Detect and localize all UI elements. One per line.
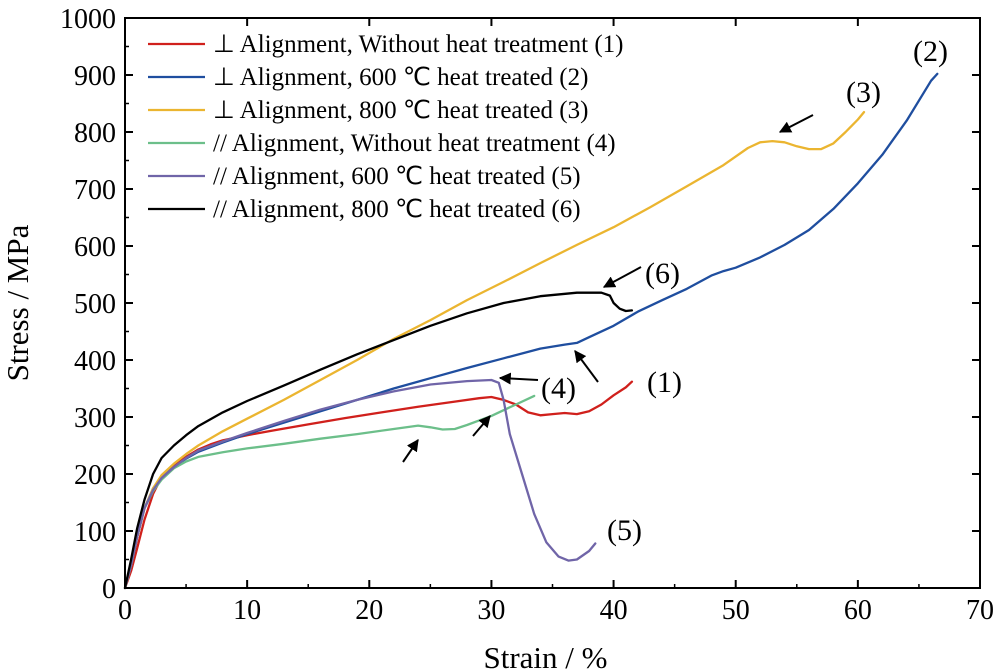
x-tick-label: 10 <box>233 595 261 626</box>
curve-label-6: (6) <box>645 257 680 290</box>
x-tick-label: 30 <box>477 595 505 626</box>
x-axis-title: Strain / % <box>484 640 608 672</box>
series-line-4 <box>123 394 536 590</box>
y-tick-label: 700 <box>74 175 116 206</box>
x-tick-label: 40 <box>600 595 628 626</box>
y-tick-label: 800 <box>74 118 116 149</box>
y-axis-title: Stress / MPa <box>0 224 35 381</box>
y-tick-label: 200 <box>74 460 116 491</box>
legend-label-6: // Alignment, 800 ℃ heat treated (6) <box>213 196 581 223</box>
y-tick-label: 400 <box>74 346 116 377</box>
x-tick-label: 60 <box>844 595 872 626</box>
y-tick-label: 900 <box>74 61 116 92</box>
annotation-arrow-2 <box>602 266 642 288</box>
annotation-arrow-5 <box>472 415 491 437</box>
annotation-arrow-1 <box>778 114 814 133</box>
y-tick-label: 300 <box>74 403 116 434</box>
y-tick-label: 1000 <box>60 4 116 35</box>
y-tick-label: 0 <box>102 574 116 605</box>
y-tick-label: 500 <box>74 289 116 320</box>
annotation-arrow-6 <box>402 439 419 463</box>
series-line-3 <box>123 110 866 590</box>
legend-label-4: // Alignment, Without heat treatment (4) <box>213 130 616 157</box>
curve-label-1: (1) <box>647 366 682 399</box>
legend: ⊥ Alignment, Without heat treatment (1) ⊥… <box>148 31 624 223</box>
series-line-1 <box>123 380 634 590</box>
series-line-6 <box>123 291 634 590</box>
legend-label-1: ⊥ Alignment, Without heat treatment (1) <box>213 31 624 58</box>
series-layer <box>123 72 939 590</box>
x-tick-label: 70 <box>966 595 994 626</box>
x-tick-label: 0 <box>118 595 132 626</box>
annotation-arrow-4 <box>574 350 599 383</box>
annotation-arrow-3 <box>498 372 539 385</box>
x-tick-label: 20 <box>355 595 383 626</box>
x-tick-label: 50 <box>722 595 750 626</box>
y-tick-label: 100 <box>74 517 116 548</box>
curve-label-2: (2) <box>913 35 948 68</box>
curve-label-5: (5) <box>607 514 642 547</box>
series-line-5 <box>123 378 597 590</box>
curve-label-4: (4) <box>541 372 576 405</box>
legend-label-2: ⊥ Alignment, 600 ℃ heat treated (2) <box>213 64 588 91</box>
curve-label-3: (3) <box>846 76 881 109</box>
axes: 0 10 20 30 40 50 60 700100200300400500600700800… <box>0 4 994 672</box>
y-tick-label: 600 <box>74 232 116 263</box>
legend-label-5: // Alignment, 600 ℃ heat treated (5) <box>213 163 581 190</box>
annotations: (1) (2) (3) (4) (5) (6) <box>402 35 948 547</box>
legend-label-3: ⊥ Alignment, 800 ℃ heat treated (3) <box>213 97 588 124</box>
